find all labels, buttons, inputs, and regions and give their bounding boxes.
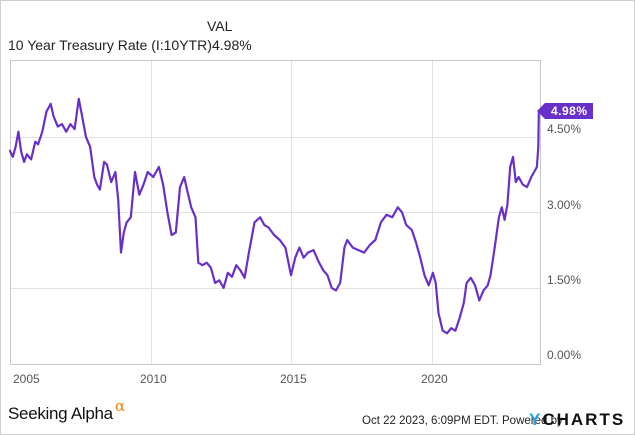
y-tick-0-00: 0.00% <box>547 348 582 362</box>
plot-area <box>8 60 541 365</box>
powered-by: Powered by <box>502 415 563 427</box>
x-tick-2020: 2020 <box>421 372 448 386</box>
series-name: 10 Year Treasury Rate (I:10YTR) <box>8 37 212 53</box>
ycharts-logo: YCHARTS <box>529 410 625 430</box>
x-tick-2015: 2015 <box>280 372 307 386</box>
seeking-alpha-logo: Seeking Alpha <box>8 404 113 423</box>
footer-timestamp: Oct 22 2023, 6:09PM EDT. Powered by <box>362 415 563 427</box>
y-tick-3-00: 3.00% <box>547 198 582 212</box>
alpha-symbol-icon: α <box>115 397 126 415</box>
grid-lines <box>11 61 540 364</box>
treasury-rate-line <box>8 97 540 335</box>
ycharts-wordmark: CHARTS <box>542 410 626 429</box>
last-value-badge: 4.98% <box>545 103 593 119</box>
x-tick-2005: 2005 <box>13 372 40 386</box>
series-value: 4.98% <box>212 37 252 53</box>
y-tick-4-50: 4.50% <box>547 122 582 136</box>
x-tick-2010: 2010 <box>140 372 167 386</box>
last-value-pointer <box>537 103 545 119</box>
timestamp: Oct 22 2023, 6:09PM EDT. <box>362 415 499 427</box>
value-column-header: VAL <box>207 18 233 34</box>
y-tick-1-50: 1.50% <box>547 273 582 287</box>
ycharts-y-icon: Y <box>529 410 543 429</box>
